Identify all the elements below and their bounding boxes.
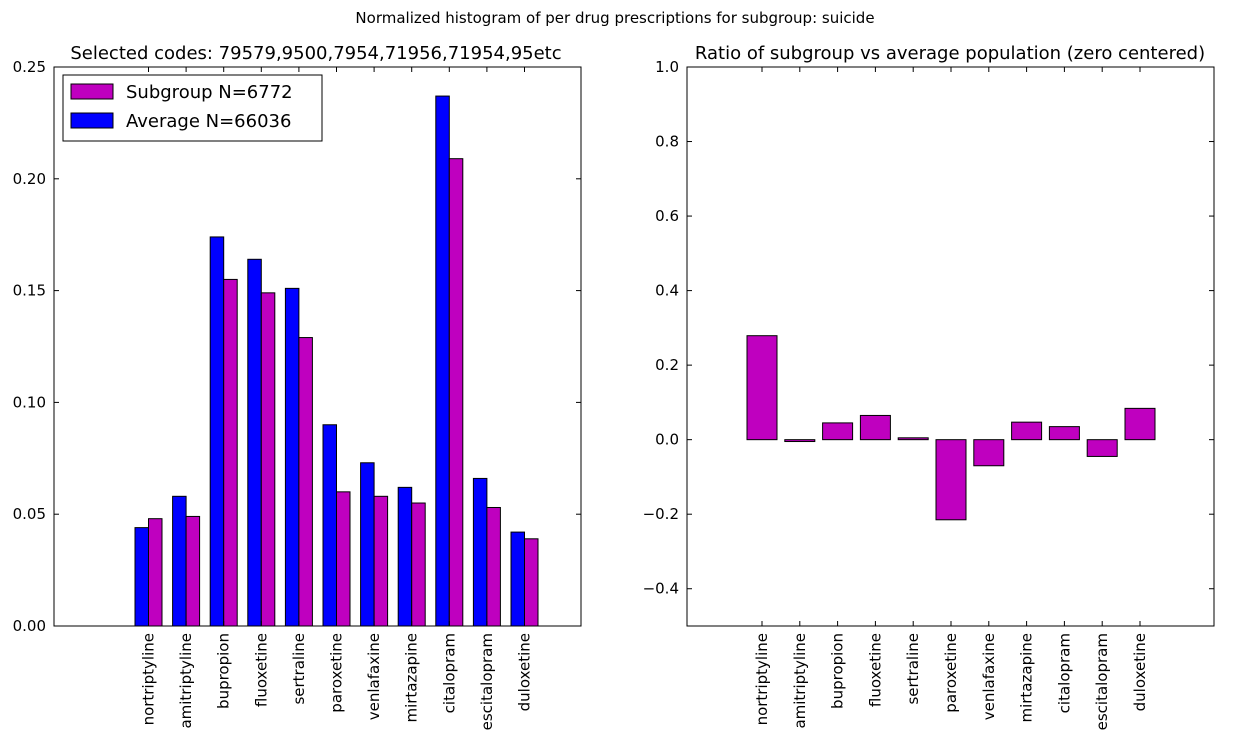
bar-ratio-amitriptyline xyxy=(784,439,816,443)
bar-ratio-duloxetine xyxy=(1124,407,1156,441)
left-legend: Subgroup N=6772 Average N=66036 xyxy=(62,74,323,142)
y-tick-label: −0.2 xyxy=(643,505,679,523)
legend-label-average: Average N=66036 xyxy=(126,111,291,132)
bar-ratio-venlafaxine xyxy=(973,439,1005,467)
legend-swatch-subgroup xyxy=(70,83,114,100)
bar-average-nortriptyline xyxy=(134,527,149,627)
bar-ratio-citalopram xyxy=(1048,426,1080,441)
right-y-ticks: −0.4 −0.2 0.0 0.2 0.4 0.6 0.8 1.0 xyxy=(643,58,1214,598)
y-tick-label: 0.0 xyxy=(655,431,679,449)
y-tick-label: 0.25 xyxy=(13,58,46,76)
right-bars xyxy=(746,335,1156,521)
bar-average-mirtazapine xyxy=(397,486,413,627)
right-chart: Ratio of subgroup vs average population … xyxy=(643,43,1215,730)
bar-subgroup-fluoxetine xyxy=(260,292,276,627)
left-chart: Selected codes: 79579,9500,7954,71956,71… xyxy=(13,43,582,730)
x-tick-label-sertraline: sertraline xyxy=(904,633,922,705)
y-tick-label: 0.00 xyxy=(13,617,46,635)
x-tick-label-sertraline: sertraline xyxy=(290,633,308,705)
x-tick-label-duloxetine: duloxetine xyxy=(1131,633,1149,711)
bar-subgroup-sertraline xyxy=(298,337,313,627)
bar-ratio-fluoxetine xyxy=(859,414,891,441)
bar-average-sertraline xyxy=(284,287,300,627)
y-tick-label: 0.05 xyxy=(13,505,46,523)
x-tick-label-escitalopram: escitalopram xyxy=(1093,633,1111,730)
bar-average-fluoxetine xyxy=(247,258,262,627)
bar-ratio-paroxetine xyxy=(935,439,967,521)
bar-subgroup-citalopram xyxy=(448,158,464,627)
bar-subgroup-nortriptyline xyxy=(148,518,163,627)
y-tick-label: 0.4 xyxy=(655,282,679,300)
x-tick-label-venlafaxine: venlafaxine xyxy=(365,633,383,720)
x-tick-label-fluoxetine: fluoxetine xyxy=(866,633,884,707)
bar-subgroup-venlafaxine xyxy=(373,495,389,627)
legend-swatch-average xyxy=(70,112,114,129)
bar-subgroup-amitriptyline xyxy=(185,515,201,627)
x-tick-label-mirtazapine: mirtazapine xyxy=(403,633,421,723)
x-tick-label-mirtazapine: mirtazapine xyxy=(1018,633,1036,723)
x-tick-label-escitalopram: escitalopram xyxy=(478,633,496,730)
bar-average-escitalopram xyxy=(472,477,488,627)
bar-ratio-bupropion xyxy=(822,422,854,441)
y-tick-label: −0.4 xyxy=(643,580,679,598)
bar-average-citalopram xyxy=(435,95,450,627)
figure-suptitle: Normalized histogram of per drug prescri… xyxy=(355,9,874,27)
y-tick-label: 0.2 xyxy=(655,356,679,374)
bar-average-venlafaxine xyxy=(360,462,375,627)
y-tick-label: 0.6 xyxy=(655,207,679,225)
x-tick-label-bupropion: bupropion xyxy=(215,633,233,709)
bar-subgroup-paroxetine xyxy=(336,491,351,627)
bar-subgroup-bupropion xyxy=(223,278,238,627)
x-tick-label-nortriptyline: nortriptyline xyxy=(753,633,771,725)
x-tick-label-nortriptyline: nortriptyline xyxy=(140,633,158,725)
x-tick-label-amitriptyline: amitriptyline xyxy=(177,633,195,729)
bar-subgroup-duloxetine xyxy=(524,538,539,627)
bar-subgroup-escitalopram xyxy=(486,506,501,627)
x-tick-label-paroxetine: paroxetine xyxy=(942,633,960,713)
y-tick-label: 0.15 xyxy=(13,282,46,300)
bar-average-bupropion xyxy=(209,236,225,627)
x-tick-label-citalopram: citalopram xyxy=(440,633,458,713)
bar-average-duloxetine xyxy=(510,531,525,627)
legend-label-subgroup: Subgroup N=6772 xyxy=(126,82,293,103)
right-x-ticks: nortriptyline amitriptyline bupropion fluox… xyxy=(753,67,1149,730)
x-tick-label-venlafaxine: venlafaxine xyxy=(980,633,998,720)
left-chart-title: Selected codes: 79579,9500,7954,71956,71… xyxy=(70,43,561,64)
bar-ratio-sertraline xyxy=(897,437,929,441)
left-bars xyxy=(134,95,539,627)
x-tick-label-paroxetine: paroxetine xyxy=(328,633,346,713)
bar-subgroup-mirtazapine xyxy=(411,502,426,627)
y-tick-label: 0.20 xyxy=(13,170,46,188)
y-tick-label: 1.0 xyxy=(655,58,679,76)
y-tick-label: 0.10 xyxy=(13,393,46,411)
x-tick-label-duloxetine: duloxetine xyxy=(516,633,534,711)
x-tick-label-amitriptyline: amitriptyline xyxy=(791,633,809,729)
left-plot-frame xyxy=(53,66,582,627)
bar-ratio-mirtazapine xyxy=(1011,421,1043,441)
left-x-ticks: nortriptyline amitriptyline bupropion fluox… xyxy=(140,67,534,730)
x-tick-label-bupropion: bupropion xyxy=(829,633,847,709)
x-tick-label-citalopram: citalopram xyxy=(1055,633,1073,713)
left-y-ticks: 0.00 0.05 0.10 0.15 0.20 0.25 xyxy=(13,58,581,635)
bar-ratio-nortriptyline xyxy=(746,335,778,441)
bar-average-amitriptyline xyxy=(172,495,187,627)
bar-average-paroxetine xyxy=(322,424,337,627)
right-chart-title: Ratio of subgroup vs average population … xyxy=(695,43,1205,64)
x-tick-label-fluoxetine: fluoxetine xyxy=(252,633,270,707)
y-tick-label: 0.8 xyxy=(655,133,679,151)
bar-ratio-escitalopram xyxy=(1086,439,1118,457)
